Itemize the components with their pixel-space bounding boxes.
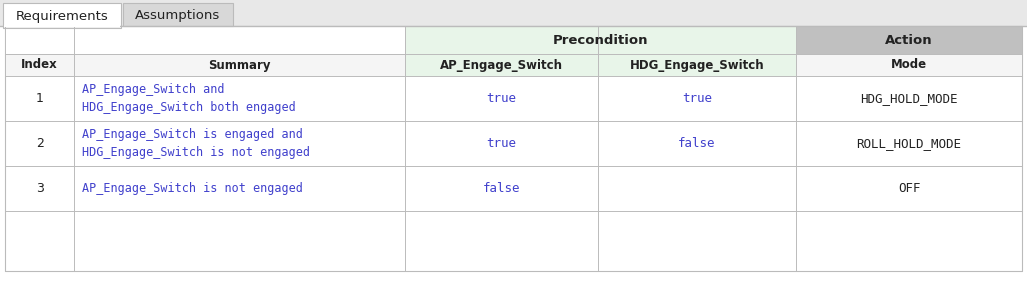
Bar — [796, 26, 1022, 54]
Bar — [405, 54, 598, 76]
Bar — [5, 54, 74, 76]
Bar — [74, 26, 405, 54]
Text: HDG_Engage_Switch: HDG_Engage_Switch — [630, 58, 764, 71]
Text: OFF: OFF — [898, 182, 920, 195]
Bar — [74, 54, 405, 76]
Text: Action: Action — [885, 33, 933, 46]
Text: AP_Engage_Switch is not engaged: AP_Engage_Switch is not engaged — [82, 182, 303, 195]
Text: Summary: Summary — [208, 58, 271, 71]
Text: Mode: Mode — [891, 58, 927, 71]
Text: false: false — [483, 182, 520, 195]
Text: Assumptions: Assumptions — [136, 9, 221, 22]
Text: HDG_Engage_Switch both engaged: HDG_Engage_Switch both engaged — [82, 101, 296, 114]
Text: AP_Engage_Switch: AP_Engage_Switch — [440, 58, 563, 71]
Text: AP_Engage_Switch is engaged and: AP_Engage_Switch is engaged and — [82, 128, 303, 141]
Text: false: false — [678, 137, 716, 150]
Text: 3: 3 — [36, 182, 43, 195]
Bar — [123, 3, 233, 26]
Bar — [3, 3, 121, 28]
Bar — [598, 54, 796, 76]
Bar — [405, 26, 796, 54]
Text: true: true — [487, 92, 517, 105]
Text: Requirements: Requirements — [15, 10, 109, 23]
Bar — [796, 54, 1022, 76]
Bar — [4, 25, 120, 27]
Text: HDG_HOLD_MODE: HDG_HOLD_MODE — [861, 92, 958, 105]
Text: true: true — [682, 92, 712, 105]
Text: HDG_Engage_Switch is not engaged: HDG_Engage_Switch is not engaged — [82, 146, 310, 159]
Text: Precondition: Precondition — [553, 33, 648, 46]
Bar — [5, 26, 1022, 271]
Text: 1: 1 — [36, 92, 43, 105]
Text: AP_Engage_Switch and: AP_Engage_Switch and — [82, 83, 225, 96]
Text: 2: 2 — [36, 137, 43, 150]
Bar — [5, 26, 74, 54]
Text: true: true — [487, 137, 517, 150]
Bar — [0, 0, 1027, 26]
Text: ROLL_HOLD_MODE: ROLL_HOLD_MODE — [857, 137, 961, 150]
Text: Index: Index — [22, 58, 58, 71]
